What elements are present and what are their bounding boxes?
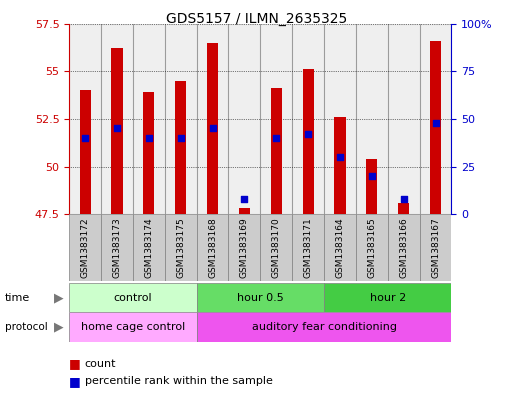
Text: count: count <box>85 358 116 369</box>
Bar <box>324 24 356 214</box>
Bar <box>111 48 123 214</box>
Text: protocol: protocol <box>5 322 48 332</box>
Bar <box>303 69 313 214</box>
Bar <box>196 214 228 281</box>
Text: GSM1383166: GSM1383166 <box>399 217 408 278</box>
Text: ■: ■ <box>69 357 81 370</box>
Bar <box>69 214 101 281</box>
Bar <box>271 88 282 214</box>
Bar <box>175 81 186 214</box>
Bar <box>366 159 378 214</box>
Bar <box>324 214 356 281</box>
Text: ■: ■ <box>69 375 81 388</box>
Bar <box>196 24 228 214</box>
Point <box>176 135 185 141</box>
Point <box>240 196 248 202</box>
Bar <box>69 24 101 214</box>
Text: time: time <box>5 293 30 303</box>
Point <box>145 135 153 141</box>
Point <box>431 119 440 126</box>
Text: GSM1383165: GSM1383165 <box>367 217 377 278</box>
Bar <box>80 90 91 214</box>
Bar <box>420 214 451 281</box>
Point <box>272 135 281 141</box>
Bar <box>239 208 250 214</box>
Bar <box>207 43 218 214</box>
Text: GSM1383174: GSM1383174 <box>144 217 153 278</box>
Bar <box>261 24 292 214</box>
Bar <box>101 24 133 214</box>
Bar <box>261 214 292 281</box>
Text: ▶: ▶ <box>54 321 64 334</box>
Text: GSM1383167: GSM1383167 <box>431 217 440 278</box>
Bar <box>69 312 196 342</box>
Text: GSM1383169: GSM1383169 <box>240 217 249 278</box>
Point <box>304 131 312 137</box>
Text: auditory fear conditioning: auditory fear conditioning <box>251 322 397 332</box>
Text: GSM1383173: GSM1383173 <box>112 217 122 278</box>
Bar <box>69 283 196 312</box>
Text: home cage control: home cage control <box>81 322 185 332</box>
Text: GSM1383172: GSM1383172 <box>81 217 90 278</box>
Text: hour 2: hour 2 <box>370 293 406 303</box>
Point <box>336 154 344 160</box>
Bar <box>133 214 165 281</box>
Bar <box>292 24 324 214</box>
Bar <box>398 203 409 214</box>
Bar <box>228 214 261 281</box>
Point <box>113 125 121 132</box>
Text: hour 0.5: hour 0.5 <box>237 293 284 303</box>
Bar <box>388 214 420 281</box>
Point <box>368 173 376 179</box>
Bar <box>143 92 154 214</box>
Text: ▶: ▶ <box>54 291 64 304</box>
Bar <box>228 24 261 214</box>
Point <box>81 135 89 141</box>
Text: GSM1383171: GSM1383171 <box>304 217 312 278</box>
Text: GDS5157 / ILMN_2635325: GDS5157 / ILMN_2635325 <box>166 12 347 26</box>
Bar <box>388 24 420 214</box>
Bar <box>196 312 451 342</box>
Bar <box>292 214 324 281</box>
Bar <box>165 214 196 281</box>
Bar <box>324 283 451 312</box>
Text: control: control <box>114 293 152 303</box>
Bar <box>420 24 451 214</box>
Bar <box>334 117 346 214</box>
Bar <box>356 24 388 214</box>
Point <box>208 125 216 132</box>
Bar <box>101 214 133 281</box>
Point <box>400 196 408 202</box>
Text: GSM1383170: GSM1383170 <box>272 217 281 278</box>
Bar <box>133 24 165 214</box>
Bar <box>356 214 388 281</box>
Text: percentile rank within the sample: percentile rank within the sample <box>85 376 272 386</box>
Bar <box>430 41 441 214</box>
Bar <box>196 283 324 312</box>
Text: GSM1383168: GSM1383168 <box>208 217 217 278</box>
Text: GSM1383164: GSM1383164 <box>336 217 344 278</box>
Bar <box>165 24 196 214</box>
Text: GSM1383175: GSM1383175 <box>176 217 185 278</box>
